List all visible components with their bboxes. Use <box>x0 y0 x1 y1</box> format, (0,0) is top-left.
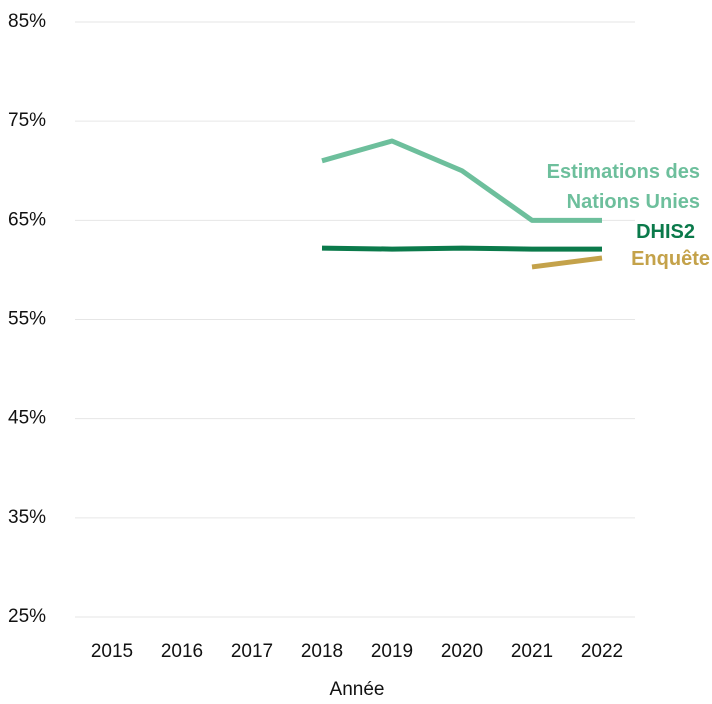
y-tick-label: 35% <box>8 507 46 528</box>
series-line <box>321 245 602 252</box>
series-label: DHIS2 <box>636 221 695 243</box>
x-tick-label: 2022 <box>581 641 623 662</box>
x-tick-label: 2017 <box>231 641 273 662</box>
x-tick-label: 2018 <box>301 641 343 662</box>
series-line <box>531 255 603 270</box>
x-axis-label: Année <box>330 679 385 700</box>
x-tick-label: 2019 <box>371 641 413 662</box>
x-tick-label: 2015 <box>91 641 133 662</box>
y-tick-label: 45% <box>8 408 46 429</box>
x-tick-label: 2020 <box>441 641 483 662</box>
y-tick-label: 55% <box>8 309 46 330</box>
series-line <box>321 138 602 223</box>
series-label: Enquête <box>631 248 710 270</box>
y-tick-label: 85% <box>8 11 46 32</box>
y-tick-label: 25% <box>8 606 46 627</box>
y-tick-label: 65% <box>8 209 46 230</box>
series-label: Estimations des Nations Unies <box>546 161 700 213</box>
x-tick-label: 2016 <box>161 641 203 662</box>
y-tick-label: 75% <box>8 110 46 131</box>
x-tick-label: 2021 <box>511 641 553 662</box>
